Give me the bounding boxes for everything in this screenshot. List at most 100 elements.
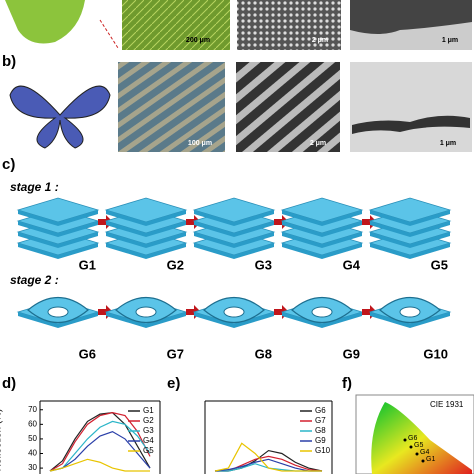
legend-label: G6 — [315, 406, 326, 415]
line — [49, 430, 151, 472]
legend-label: G3 — [143, 426, 154, 435]
legend-label: G1 — [143, 406, 154, 415]
line — [49, 458, 150, 472]
y-tick-label: 40 — [28, 449, 37, 458]
legend-label: G7 — [315, 416, 326, 425]
cross-section — [350, 0, 472, 34]
legend-label: G10 — [315, 446, 331, 455]
y-tick-label: 50 — [28, 434, 37, 443]
y-axis-label: Reflection (%) — [0, 409, 4, 472]
cie-point — [421, 459, 425, 463]
cie-point — [415, 452, 419, 456]
pore — [223, 306, 245, 318]
slab-side — [370, 221, 450, 237]
cie-point-label: G5 — [414, 442, 423, 449]
panel-label: c) — [2, 156, 15, 173]
pore — [399, 306, 421, 318]
legend-label: G5 — [143, 446, 154, 455]
panel-a: 200 μm 2 μm 1 μm — [5, 0, 472, 50]
stage-label: stage 1 : — [10, 180, 59, 194]
slab-side — [106, 221, 186, 237]
cie-point — [403, 438, 407, 442]
slab-side — [282, 232, 362, 248]
slab-side — [282, 221, 362, 237]
slab-side — [194, 243, 274, 259]
y-tick-label: 30 — [28, 463, 37, 472]
panel-b: b) 100 μm 2 μm 1 μm — [2, 53, 472, 152]
y-tick-label: 70 — [28, 405, 37, 414]
cie-gamut — [371, 402, 472, 474]
slab-side — [194, 232, 274, 248]
slab-side — [370, 232, 450, 248]
legend-label: G9 — [315, 436, 326, 445]
panel-label: f) — [342, 375, 352, 392]
micrograph — [236, 62, 340, 152]
structure-label: G6 — [79, 346, 96, 361]
line — [214, 442, 322, 472]
legend-label: G8 — [315, 426, 326, 435]
structure-label: G3 — [255, 257, 272, 272]
structure-label: G9 — [343, 346, 360, 361]
line — [49, 412, 151, 472]
structure-label: G8 — [255, 346, 272, 361]
structure-label: G4 — [343, 257, 361, 272]
structure-label: G5 — [431, 257, 448, 272]
slab-side — [194, 312, 274, 328]
slab-side — [370, 210, 450, 226]
slab-side — [106, 243, 186, 259]
legend-label: G4 — [143, 436, 154, 445]
line — [214, 458, 322, 472]
panel-label: b) — [2, 53, 16, 70]
slab-side — [18, 243, 98, 259]
legend-label: G2 — [143, 416, 154, 425]
zoom-line — [99, 19, 119, 49]
slab-side — [282, 243, 362, 259]
micrograph — [350, 62, 472, 152]
cie-point-label: G6 — [408, 435, 417, 442]
scale-bar: 1 μm — [440, 140, 456, 147]
scale-bar: 200 μm — [186, 37, 210, 44]
panel-label: d) — [2, 375, 16, 392]
butterfly — [5, 0, 85, 44]
structure-label: G10 — [423, 346, 448, 361]
cie-point — [409, 445, 413, 449]
slab-side — [18, 210, 98, 226]
cie-point-label: G1 — [426, 456, 435, 463]
line — [49, 412, 151, 472]
pore — [47, 306, 69, 318]
pore — [311, 306, 333, 318]
micrograph — [118, 62, 225, 152]
line — [49, 420, 151, 472]
structure-label: G1 — [79, 257, 96, 272]
slab-side — [370, 312, 450, 328]
y-tick-label: 60 — [28, 419, 37, 428]
slab-side — [18, 232, 98, 248]
scale-bar: 2 μm — [312, 37, 328, 44]
scale-bar: 2 μm — [310, 140, 326, 147]
scale-bar: 100 μm — [188, 140, 212, 147]
panel-c: c) stage 1 : stage 2 : G1 G2 G3 G4 G5 G6 G7 G8 G… — [2, 156, 452, 361]
slab-side — [194, 221, 274, 237]
slab-side — [370, 243, 450, 259]
cie-point-label: G4 — [420, 449, 429, 456]
pore — [135, 306, 157, 318]
cie-title: CIE 1931 — [430, 400, 464, 409]
slab-side — [18, 221, 98, 237]
scale-bar: 1 μm — [442, 37, 458, 44]
butterfly — [9, 85, 111, 149]
slab-side — [282, 312, 362, 328]
slab-side — [282, 210, 362, 226]
panel-label: e) — [167, 375, 180, 392]
panel-f: f) CIE 1931 — [342, 375, 474, 474]
structure-label: G2 — [167, 257, 184, 272]
slab-side — [106, 232, 186, 248]
slab-side — [194, 210, 274, 226]
stage-label: stage 2 : — [10, 273, 59, 287]
cross-section — [352, 115, 470, 134]
structure-label: G7 — [167, 346, 184, 361]
micrograph — [122, 0, 230, 50]
slab-side — [18, 312, 98, 328]
slab-side — [106, 312, 186, 328]
micrograph — [237, 0, 341, 50]
